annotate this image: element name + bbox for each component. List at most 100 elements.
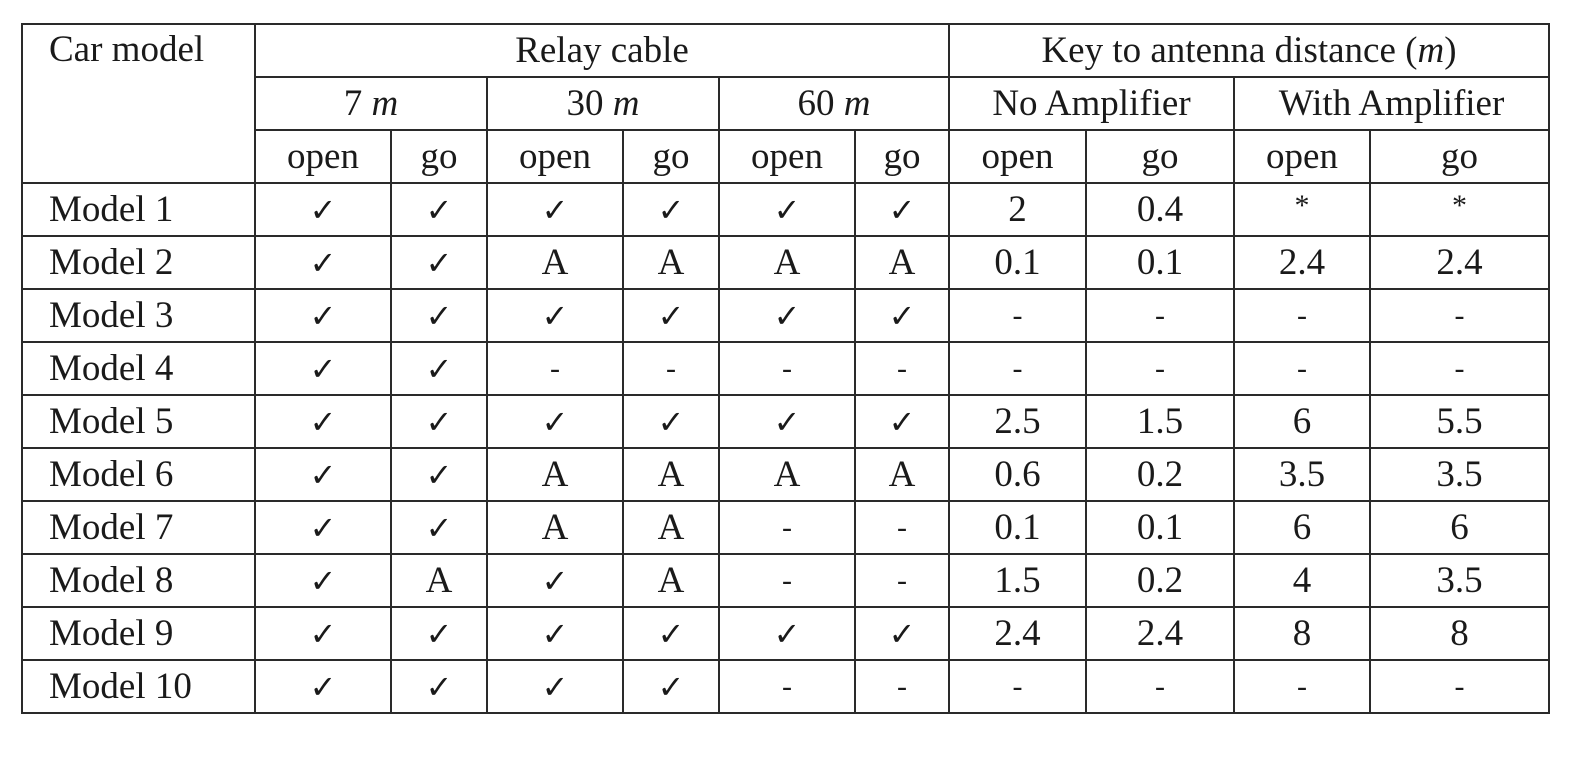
cable-length-header: 60 m xyxy=(718,76,950,131)
dash-cell: - xyxy=(1233,659,1371,714)
check-mark-icon: ✓ xyxy=(254,553,392,608)
value-cell: 3.5 xyxy=(1369,447,1550,502)
amplified-cell: A xyxy=(718,447,856,502)
check-mark-icon: ✓ xyxy=(390,606,488,661)
cable-length-header: 7 m xyxy=(254,76,488,131)
value-cell: 2.5 xyxy=(948,394,1087,449)
open-header: open xyxy=(948,129,1087,184)
dash-cell: - xyxy=(718,341,856,396)
open-header: open xyxy=(1233,129,1371,184)
car-model-cell: Model 5 xyxy=(21,394,256,449)
amplified-cell: A xyxy=(486,500,624,555)
asterisk-cell: * xyxy=(1233,178,1371,233)
check-mark-icon: ✓ xyxy=(390,447,488,502)
value-cell: 0.6 xyxy=(948,447,1087,502)
table-row: Model 9 ✓ ✓ ✓ ✓ ✓ ✓ 2.4 2.4 8 8 xyxy=(21,606,1550,661)
cable-length-value: 7 xyxy=(343,83,363,124)
dash-cell: - xyxy=(854,500,950,555)
check-mark-icon: ✓ xyxy=(718,288,856,343)
dash-cell: - xyxy=(1369,341,1550,396)
check-mark-icon: ✓ xyxy=(622,182,720,237)
amplified-cell: A xyxy=(622,553,720,608)
check-mark-icon: ✓ xyxy=(254,288,392,343)
check-mark-icon: ✓ xyxy=(486,394,624,449)
amplified-cell: A xyxy=(390,553,488,608)
value-cell: 0.1 xyxy=(948,500,1087,555)
check-mark-icon: ✓ xyxy=(622,606,720,661)
check-mark-icon: ✓ xyxy=(622,394,720,449)
dash-cell: - xyxy=(1085,659,1235,714)
value-cell: 1.5 xyxy=(948,553,1087,608)
table-row: Model 7 ✓ ✓ A A - -0.1 0.1 6 6 xyxy=(21,500,1550,555)
value-cell: 5.5 xyxy=(1369,394,1550,449)
car-model-cell: Model 8 xyxy=(21,553,256,608)
cable-length-value: 60 xyxy=(797,83,835,124)
cable-length-unit: m xyxy=(612,83,640,124)
car-model-cell: Model 10 xyxy=(21,659,256,714)
check-mark-icon: ✓ xyxy=(390,500,488,555)
check-mark-icon: ✓ xyxy=(486,288,624,343)
dash-cell: - xyxy=(854,553,950,608)
go-header: go xyxy=(1085,129,1235,184)
value-cell: 6 xyxy=(1369,500,1550,555)
with-amplifier-header: With Amplifier xyxy=(1233,76,1550,131)
check-mark-icon: ✓ xyxy=(390,288,488,343)
check-mark-icon: ✓ xyxy=(254,447,392,502)
car-model-cell: Model 3 xyxy=(21,288,256,343)
check-mark-icon: ✓ xyxy=(254,235,392,290)
check-mark-icon: ✓ xyxy=(622,288,720,343)
dash-cell: - xyxy=(718,500,856,555)
go-header: go xyxy=(854,129,950,184)
amplified-cell: A xyxy=(622,500,720,555)
check-mark-icon: ✓ xyxy=(390,235,488,290)
open-header: open xyxy=(718,129,856,184)
open-header: open xyxy=(486,129,624,184)
check-mark-icon: ✓ xyxy=(254,341,392,396)
go-header: go xyxy=(390,129,488,184)
value-cell: 2.4 xyxy=(1085,606,1235,661)
go-header: go xyxy=(1369,129,1550,184)
table-row: Model 5 ✓ ✓ ✓ ✓ ✓ ✓ 2.5 1.5 6 5.5 xyxy=(21,394,1550,449)
dash-cell: - xyxy=(948,341,1087,396)
amplified-cell: A xyxy=(622,235,720,290)
check-mark-icon: ✓ xyxy=(486,553,624,608)
value-cell: 2 xyxy=(948,182,1087,237)
table-row: Model 3 ✓ ✓ ✓ ✓ ✓ ✓ - - - - xyxy=(21,288,1550,343)
table-row: Model 6 ✓ ✓ A A A A 0.6 0.2 3.5 3.5 xyxy=(21,447,1550,502)
cable-length-unit: m xyxy=(371,83,399,124)
value-cell: 0.2 xyxy=(1085,553,1235,608)
check-mark-icon: ✓ xyxy=(718,606,856,661)
value-cell: 0.1 xyxy=(1085,500,1235,555)
table-row: Model 10 ✓ ✓ ✓ ✓ - - - - - - xyxy=(21,659,1550,714)
value-cell: 3.5 xyxy=(1369,553,1550,608)
check-mark-icon: ✓ xyxy=(390,394,488,449)
dash-cell: - xyxy=(718,553,856,608)
amplified-cell: A xyxy=(718,235,856,290)
value-cell: 6 xyxy=(1233,394,1371,449)
value-cell: 0.1 xyxy=(948,235,1087,290)
value-cell: 8 xyxy=(1369,606,1550,661)
key-distance-unit: m xyxy=(1417,30,1445,71)
check-mark-icon: ✓ xyxy=(390,341,488,396)
check-mark-icon: ✓ xyxy=(254,606,392,661)
value-cell: 0.1 xyxy=(1085,235,1235,290)
value-cell: 6 xyxy=(1233,500,1371,555)
value-cell: 3.5 xyxy=(1233,447,1371,502)
car-model-cell: Model 6 xyxy=(21,447,256,502)
table-body: Model 1 ✓ ✓ ✓ ✓ ✓ ✓ 2 0.4 * * Model 2 ✓ ✓ A A A A 0.1 0.1 2.… xyxy=(21,178,1550,714)
cable-length-unit: m xyxy=(843,83,871,124)
car-model-cell: Model 1 xyxy=(21,182,256,237)
car-model-cell: Model 7 xyxy=(21,500,256,555)
table-header: Car model Relay cable Key to antenna dis… xyxy=(21,23,1550,184)
car-model-cell: Model 9 xyxy=(21,606,256,661)
check-mark-icon: ✓ xyxy=(854,182,950,237)
results-table: Car model Relay cable Key to antenna dis… xyxy=(21,23,1550,714)
car-model-header: Car model xyxy=(21,23,256,184)
check-mark-icon: ✓ xyxy=(254,394,392,449)
amplified-cell: A xyxy=(854,447,950,502)
check-mark-icon: ✓ xyxy=(254,182,392,237)
cable-length-header: 30 m xyxy=(486,76,720,131)
table-row: Model 2 ✓ ✓ A A A A 0.1 0.1 2.4 2.4 xyxy=(21,235,1550,290)
check-mark-icon: ✓ xyxy=(486,659,624,714)
check-mark-icon: ✓ xyxy=(390,659,488,714)
